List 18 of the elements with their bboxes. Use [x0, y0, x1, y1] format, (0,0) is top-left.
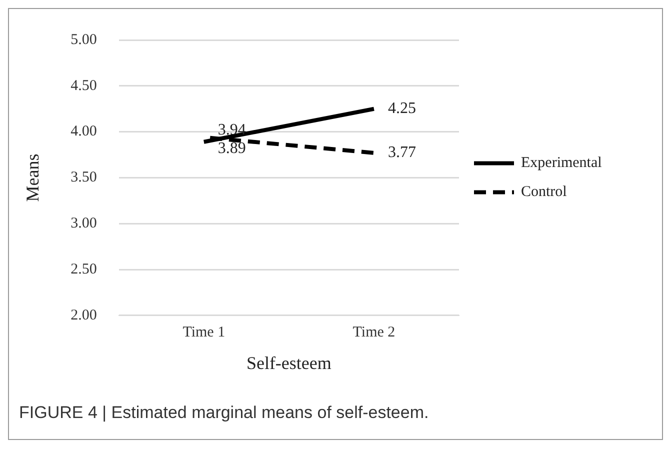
y-tick-label: 4.50	[70, 78, 97, 94]
x-tick-label: Time 1	[182, 324, 226, 340]
y-tick-label: 5.00	[70, 32, 97, 48]
x-tick-label: Time 2	[352, 324, 396, 340]
y-tick-label: 2.50	[70, 261, 97, 278]
y-tick-label: 3.50	[70, 170, 97, 186]
y-tick-label: 4.00	[70, 124, 97, 140]
data-label: 3.77	[388, 144, 416, 162]
legend-label: Control	[521, 184, 567, 200]
x-axis-title: Self-esteem	[246, 352, 332, 373]
data-label: 3.89	[218, 140, 246, 158]
caption: FIGURE 4 | Estimated marginal means of self-esteem.	[18, 402, 430, 424]
y-axis-title: Means	[22, 154, 43, 202]
y-tick-label: 2.00	[70, 307, 97, 324]
y-tick-label: 3.00	[70, 216, 97, 232]
data-label: 4.25	[388, 100, 416, 118]
legend-label: Experimental	[521, 155, 602, 172]
data-label: 3.94	[218, 122, 246, 139]
